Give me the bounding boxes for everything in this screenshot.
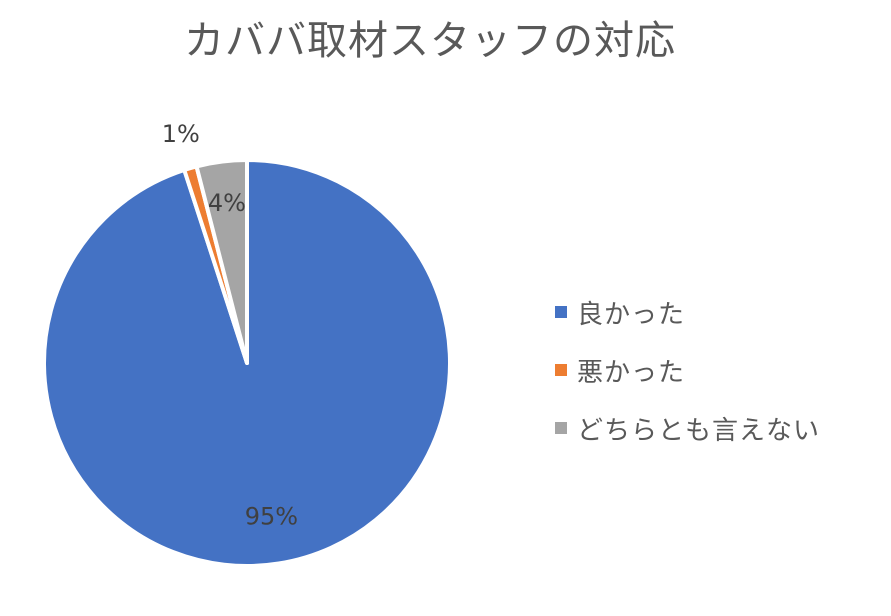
legend-item-bad: 悪かった [555, 341, 820, 399]
legend-swatch-neutral [555, 422, 567, 434]
legend-item-neutral: どちらとも言えない [555, 399, 820, 457]
data-label-good: 95% [245, 502, 298, 530]
legend-label-good: 良かった [577, 299, 686, 330]
chart-title: カババ取材スタッフの対応 [184, 18, 676, 64]
data-label-neutral: 4% [208, 189, 246, 217]
legend: 良かった 悪かった どちらとも言えない [555, 283, 820, 457]
legend-item-good: 良かった [555, 283, 820, 341]
pie-slice-neutral [194, 158, 249, 365]
legend-swatch-bad [555, 364, 567, 376]
legend-swatch-good [555, 306, 567, 318]
legend-label-neutral: どちらとも言えない [577, 415, 821, 446]
data-label-bad: 1% [162, 120, 200, 148]
legend-label-bad: 悪かった [577, 357, 686, 388]
